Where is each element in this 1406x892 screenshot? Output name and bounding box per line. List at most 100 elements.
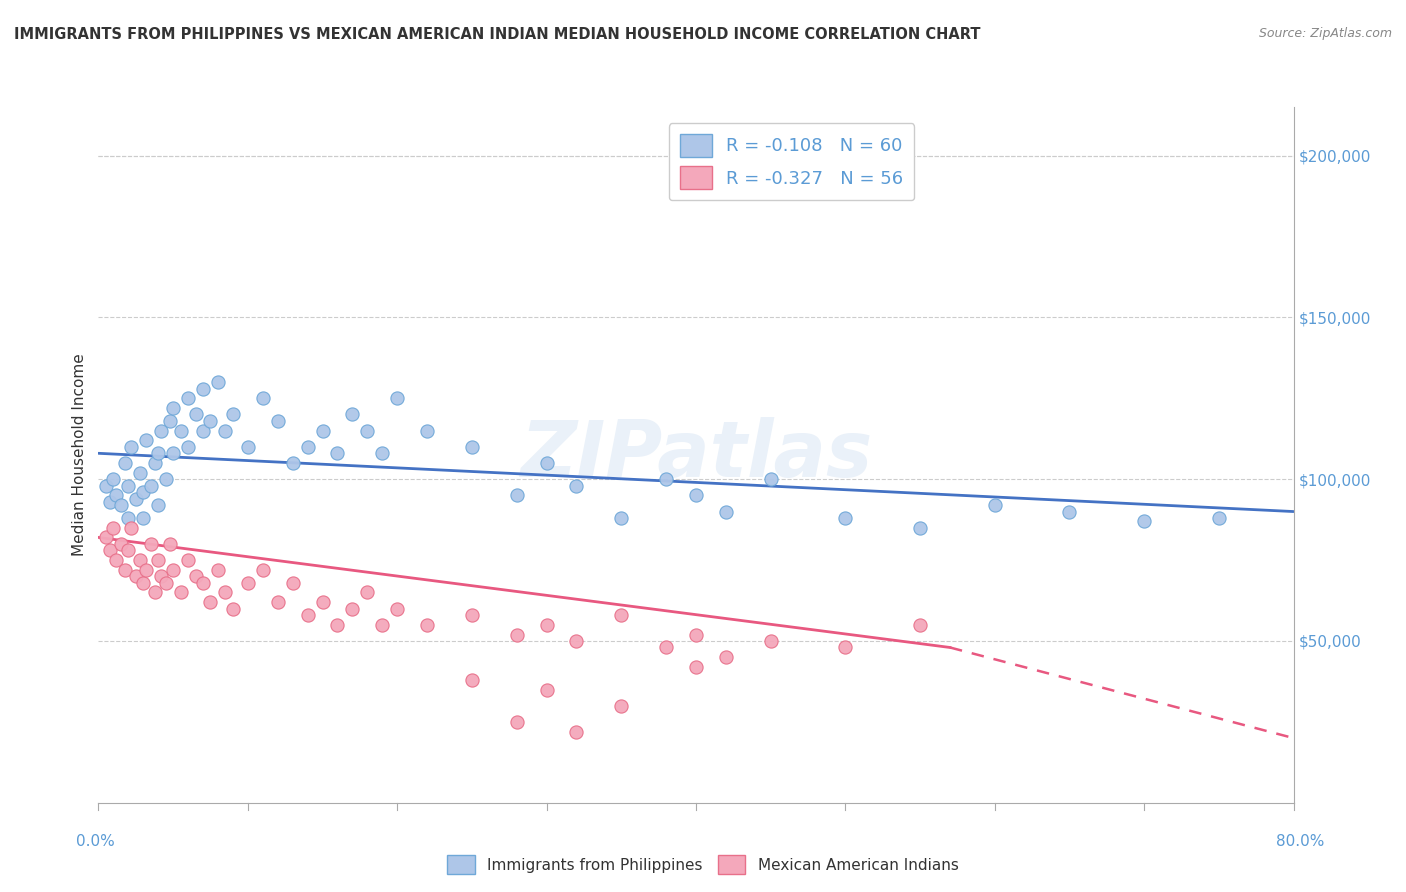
Point — [214, 424, 236, 438]
Point — [655, 472, 678, 486]
Point — [252, 392, 274, 406]
Point — [120, 440, 142, 454]
Point — [143, 456, 166, 470]
Point — [416, 617, 439, 632]
Point — [267, 595, 290, 609]
Point — [139, 537, 162, 551]
Point — [184, 569, 207, 583]
Point — [159, 414, 181, 428]
Point — [105, 488, 128, 502]
Point — [129, 553, 152, 567]
Point — [162, 401, 184, 415]
Point — [236, 575, 259, 590]
Point — [371, 617, 394, 632]
Point — [371, 446, 394, 460]
Point — [461, 608, 484, 623]
Point — [297, 440, 319, 454]
Point — [103, 472, 125, 486]
Point — [1208, 511, 1230, 525]
Point — [132, 575, 155, 590]
Point — [150, 569, 173, 583]
Point — [135, 434, 157, 448]
Point — [416, 424, 439, 438]
Point — [461, 440, 484, 454]
Point — [1059, 504, 1081, 518]
Point — [506, 488, 529, 502]
Point — [222, 601, 245, 615]
Point — [311, 424, 333, 438]
Point — [714, 650, 737, 665]
Point — [207, 375, 229, 389]
Point — [120, 521, 142, 535]
Legend: Immigrants from Philippines, Mexican American Indians: Immigrants from Philippines, Mexican Ame… — [441, 849, 965, 880]
Point — [159, 537, 181, 551]
Point — [236, 440, 259, 454]
Point — [356, 424, 378, 438]
Point — [184, 408, 207, 422]
Point — [105, 553, 128, 567]
Point — [100, 543, 122, 558]
Point — [162, 446, 184, 460]
Point — [610, 608, 633, 623]
Point — [94, 478, 117, 492]
Point — [214, 585, 236, 599]
Point — [143, 585, 166, 599]
Point — [714, 504, 737, 518]
Point — [342, 601, 364, 615]
Point — [222, 408, 245, 422]
Point — [385, 392, 409, 406]
Point — [169, 585, 191, 599]
Point — [984, 498, 1007, 512]
Point — [252, 563, 274, 577]
Point — [132, 511, 155, 525]
Point — [759, 634, 782, 648]
Point — [655, 640, 678, 655]
Point — [100, 495, 122, 509]
Y-axis label: Median Household Income: Median Household Income — [72, 353, 87, 557]
Point — [685, 627, 707, 641]
Point — [200, 414, 222, 428]
Point — [135, 563, 157, 577]
Point — [125, 491, 148, 506]
Point — [536, 617, 558, 632]
Text: 0.0%: 0.0% — [76, 834, 115, 849]
Point — [191, 575, 214, 590]
Point — [110, 537, 132, 551]
Point — [908, 521, 931, 535]
Point — [117, 543, 139, 558]
Point — [103, 521, 125, 535]
Point — [461, 673, 484, 687]
Point — [759, 472, 782, 486]
Point — [191, 424, 214, 438]
Point — [148, 553, 170, 567]
Point — [281, 456, 304, 470]
Point — [565, 478, 588, 492]
Point — [342, 408, 364, 422]
Point — [685, 660, 707, 674]
Point — [610, 511, 633, 525]
Point — [908, 617, 931, 632]
Legend: R = -0.108   N = 60, R = -0.327   N = 56: R = -0.108 N = 60, R = -0.327 N = 56 — [669, 123, 914, 200]
Point — [125, 569, 148, 583]
Point — [132, 485, 155, 500]
Point — [155, 472, 177, 486]
Point — [177, 553, 200, 567]
Point — [114, 456, 136, 470]
Point — [311, 595, 333, 609]
Point — [685, 488, 707, 502]
Point — [155, 575, 177, 590]
Point — [129, 466, 152, 480]
Point — [177, 440, 200, 454]
Point — [281, 575, 304, 590]
Point — [385, 601, 409, 615]
Point — [536, 456, 558, 470]
Text: 80.0%: 80.0% — [1277, 834, 1324, 849]
Point — [148, 498, 170, 512]
Point — [565, 634, 588, 648]
Point — [117, 478, 139, 492]
Point — [177, 392, 200, 406]
Point — [200, 595, 222, 609]
Point — [150, 424, 173, 438]
Point — [326, 446, 349, 460]
Text: Source: ZipAtlas.com: Source: ZipAtlas.com — [1258, 27, 1392, 40]
